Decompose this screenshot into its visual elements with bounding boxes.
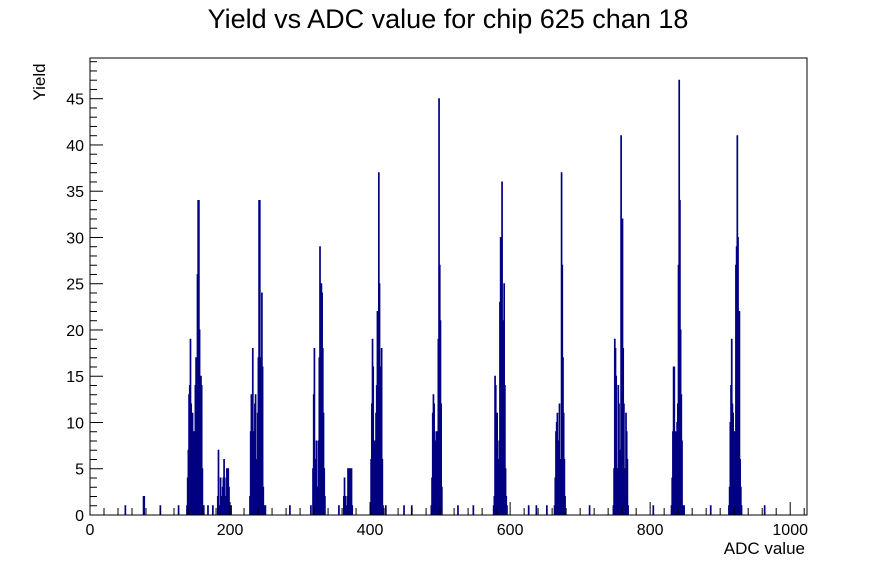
y-tick-label: 15	[66, 369, 84, 386]
histogram-bin	[264, 505, 267, 515]
y-tick-label: 0	[75, 508, 84, 525]
chart-title: Yield vs ADC value for chip 625 chan 18	[208, 4, 689, 34]
histogram-bin	[372, 366, 375, 515]
histogram-bin	[289, 505, 291, 515]
histogram-bin	[350, 468, 353, 515]
x-axis-label: ADC value	[724, 539, 805, 558]
histogram-bin	[623, 403, 625, 515]
histogram-bin	[322, 412, 325, 515]
histogram-bin	[564, 495, 566, 515]
y-tick-label: 45	[66, 92, 84, 109]
histogram-bin	[345, 505, 347, 515]
histogram-bin	[563, 458, 566, 515]
y-tick-label: 40	[66, 138, 84, 155]
histogram-bin	[310, 505, 312, 515]
histogram-bin	[673, 366, 676, 515]
y-tick-label: 35	[66, 184, 84, 201]
histogram-bin	[381, 458, 384, 515]
histogram-bin	[494, 384, 497, 515]
histogram-bin	[739, 486, 742, 515]
histogram-bin	[440, 403, 442, 515]
histogram-bin	[220, 495, 223, 515]
histogram-bin	[740, 505, 743, 515]
y-tick-label: 20	[66, 323, 84, 340]
histogram-bin	[681, 505, 684, 515]
histogram-bin	[223, 477, 226, 515]
histogram-bars	[124, 79, 766, 515]
histogram-bin	[403, 505, 405, 515]
histogram-bin	[384, 505, 387, 515]
histogram-bin	[382, 505, 384, 515]
histogram-bin	[623, 468, 626, 515]
x-tick-label: 1000	[772, 522, 808, 539]
histogram-bin	[315, 440, 318, 515]
y-tick-label: 30	[66, 230, 84, 247]
x-tick-label: 400	[357, 522, 384, 539]
y-axis-label: Yield	[30, 63, 49, 100]
histogram-bin	[504, 468, 507, 515]
histogram-bin	[683, 505, 685, 515]
histogram-bin	[251, 347, 254, 515]
y-tick-label: 5	[75, 462, 84, 479]
histogram-bin	[506, 505, 508, 515]
y-axis: 0 5 10 15 20 25 30 35 40 45	[66, 61, 103, 525]
histogram-bin	[504, 384, 506, 515]
histogram-bin	[202, 505, 205, 515]
histogram-bin	[323, 468, 326, 515]
histogram-bin	[262, 486, 265, 515]
histogram-bin	[254, 394, 257, 515]
histogram-bin	[615, 375, 618, 515]
histogram-bin	[652, 505, 655, 515]
y-tick-label: 10	[66, 415, 84, 432]
histogram-bin	[472, 505, 475, 515]
histogram-bin	[351, 505, 354, 515]
histogram-bin	[527, 505, 530, 515]
histogram-bin	[228, 486, 230, 515]
histogram-bin	[218, 505, 221, 515]
histogram-bin	[200, 384, 203, 515]
y-tick-label: 25	[66, 277, 84, 294]
histogram-bin	[681, 440, 683, 515]
histogram-bin	[440, 486, 443, 515]
histogram-bin	[627, 505, 629, 515]
x-tick-label: 800	[637, 522, 664, 539]
histogram-bin	[588, 505, 591, 515]
histogram-bin	[626, 458, 629, 515]
histogram-bin	[212, 505, 214, 515]
histogram-bin	[201, 468, 204, 515]
histogram-bin	[143, 495, 146, 515]
histogram-bin	[732, 412, 734, 515]
histogram-bin	[380, 347, 383, 515]
histogram-bin	[737, 236, 739, 515]
histogram-bin	[263, 505, 265, 515]
x-tick-label: 0	[86, 522, 95, 539]
histogram-bin	[763, 505, 766, 515]
histogram-bin	[207, 505, 209, 515]
histogram-bin	[177, 505, 180, 515]
histogram-bin	[738, 310, 741, 515]
histogram-bin	[124, 505, 127, 515]
histogram-bin	[230, 505, 232, 515]
plot-frame	[89, 57, 808, 516]
histogram-bin	[496, 412, 499, 515]
x-tick-label: 200	[217, 522, 244, 539]
x-axis: 0 200 400 600 800 1000	[86, 502, 808, 539]
x-tick-label: 600	[497, 522, 524, 539]
histogram-bin	[618, 449, 621, 515]
histogram-bin	[338, 505, 340, 515]
histogram-bin	[217, 449, 220, 515]
histogram-bin	[546, 505, 548, 515]
histogram-bin	[192, 431, 195, 515]
histogram-bin	[313, 347, 316, 515]
histogram-bin	[709, 505, 712, 515]
histogram-bin	[535, 505, 538, 515]
histogram-bin	[457, 505, 459, 515]
histogram-bin	[324, 495, 326, 515]
histogram-bin	[261, 366, 264, 515]
